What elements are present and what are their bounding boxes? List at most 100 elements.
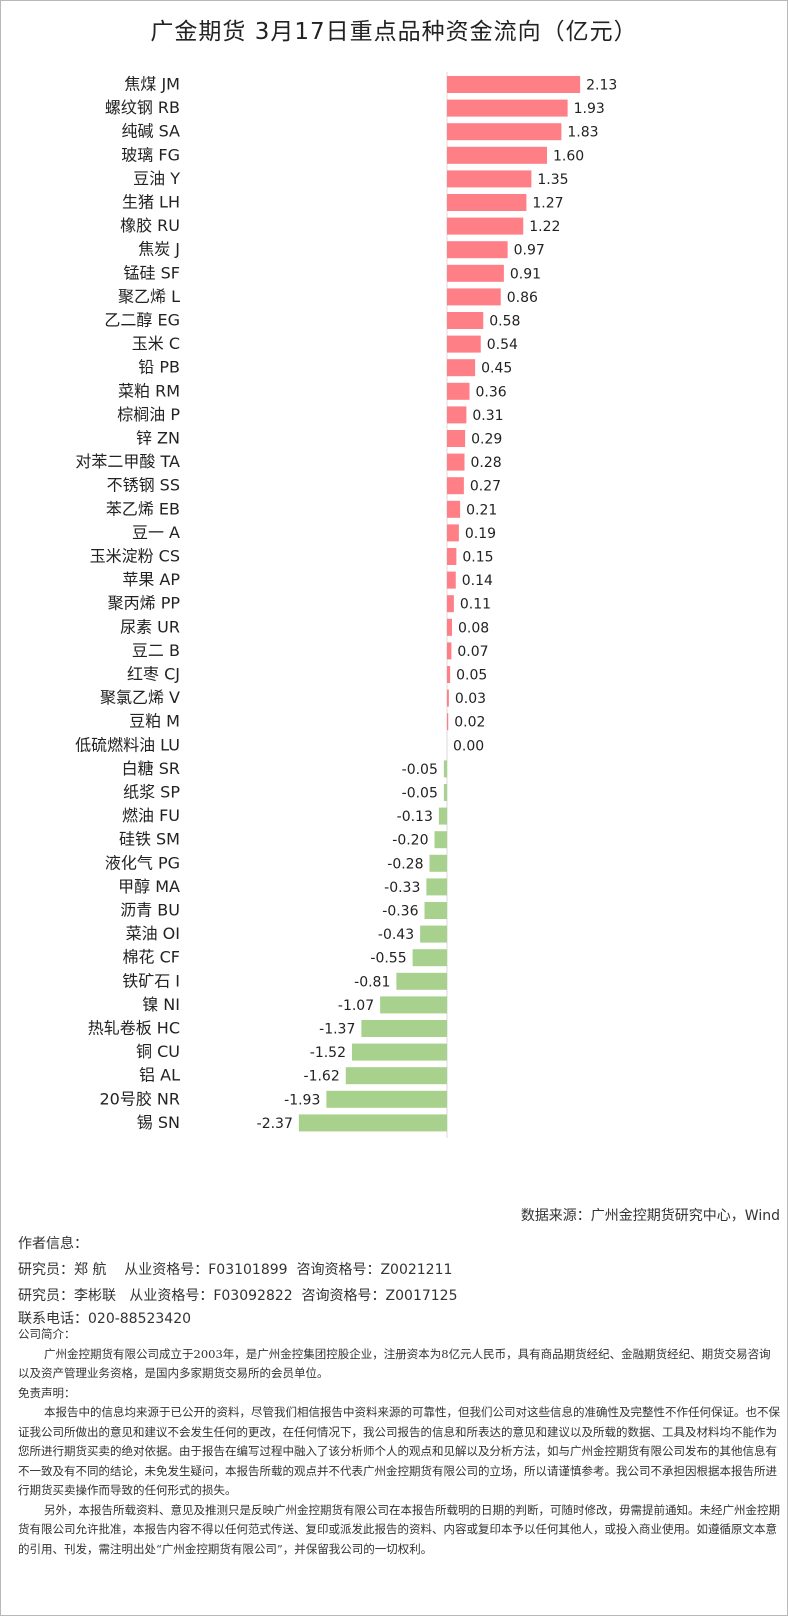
- value-label: -0.13: [397, 809, 433, 825]
- bar: [412, 949, 447, 967]
- value-label: -0.05: [402, 786, 438, 802]
- bar: [447, 595, 454, 613]
- bar: [447, 264, 504, 282]
- bar: [447, 524, 459, 542]
- bar: [420, 925, 447, 943]
- category-label: 液化气 PG: [105, 853, 180, 872]
- bar: [447, 713, 449, 731]
- data-source: 数据来源：广州金控期货研究中心，Wind: [520, 1208, 780, 1224]
- category-label: 铅 PB: [138, 358, 180, 377]
- value-label: -0.43: [378, 927, 414, 943]
- category-label: 铜 CU: [136, 1042, 180, 1061]
- category-label: 聚氯乙烯 V: [100, 688, 180, 707]
- value-label: 1.27: [532, 196, 563, 212]
- category-label: 对苯二甲酸 TA: [75, 452, 180, 471]
- bar: [447, 500, 461, 518]
- category-label: 纸浆 SP: [123, 783, 180, 802]
- bar: [447, 571, 456, 589]
- category-label: 生猪 LH: [122, 193, 180, 212]
- category-label: 不锈钢 SS: [107, 476, 180, 495]
- category-label: 聚乙烯 L: [118, 287, 180, 306]
- category-label: 低硫燃料油 LU: [75, 735, 180, 754]
- value-label: -0.55: [370, 951, 406, 967]
- category-label: 橡胶 RU: [120, 216, 180, 235]
- value-label: 0.54: [487, 337, 518, 353]
- value-label: 1.22: [529, 219, 560, 235]
- category-label: 沥青 BU: [120, 901, 180, 920]
- value-label: 0.08: [458, 620, 489, 636]
- value-label: 0.11: [460, 597, 491, 613]
- bar: [429, 854, 447, 872]
- category-label: 尿素 UR: [120, 617, 180, 636]
- category-label: 苯乙烯 EB: [106, 499, 180, 518]
- category-label: 棉花 CF: [123, 948, 180, 967]
- value-label: 0.91: [510, 266, 541, 282]
- value-label: 1.35: [537, 172, 568, 188]
- category-label: 玉米淀粉 CS: [90, 547, 180, 566]
- value-label: 0.31: [472, 408, 503, 424]
- bar: [447, 430, 466, 447]
- category-label: 焦炭 J: [138, 240, 180, 259]
- category-label: 燃油 FU: [122, 806, 180, 825]
- disclaimer-section: 公司简介： 广州金控期货有限公司成立于2003年，是广州金控集团控股企业，注册资…: [18, 1325, 780, 1559]
- category-label: 聚丙烯 PP: [108, 594, 181, 613]
- bar: [447, 288, 501, 306]
- category-label: 白糖 SR: [122, 759, 180, 778]
- value-label: 0.05: [456, 668, 487, 684]
- category-label: 纯碱 SA: [122, 122, 181, 141]
- bar: [447, 382, 470, 400]
- value-label: 1.93: [574, 101, 605, 117]
- value-label: -0.20: [392, 833, 428, 849]
- bar: [447, 689, 449, 707]
- category-label: 锌 ZN: [136, 429, 180, 448]
- bar: [447, 170, 532, 188]
- category-label: 豆油 Y: [133, 169, 180, 188]
- value-label: 0.28: [471, 455, 502, 471]
- bar: [434, 831, 447, 849]
- category-label: 锰硅 SF: [124, 263, 180, 282]
- value-label: 1.60: [553, 148, 584, 164]
- value-label: 0.86: [507, 290, 538, 306]
- analyst-line-1: 研究员：郑 航 从业资格号：F03101899 咨询资格号：Z0021211: [18, 1262, 453, 1278]
- bar: [326, 1090, 447, 1108]
- bar: [426, 878, 447, 896]
- category-label: 乙二醇 EG: [104, 311, 180, 330]
- statement-text-2: 另外，本报告所载资料、意见及推测只是反映广州金控期货有限公司在本报告所载明的日期…: [18, 1502, 780, 1556]
- bar: [361, 1020, 447, 1037]
- bar: [396, 972, 447, 990]
- value-label: -1.62: [304, 1069, 340, 1085]
- statement-text-1: 本报告中的信息均来源于已公开的资料，尽管我们相信报告中资料来源的可靠性，但我们公…: [18, 1405, 780, 1497]
- category-label: 镍 NI: [142, 995, 180, 1014]
- value-label: 0.21: [466, 502, 497, 518]
- value-label: -2.37: [257, 1116, 293, 1132]
- bar: [298, 1114, 447, 1132]
- bar: [352, 1043, 447, 1061]
- category-label: 豆一 A: [132, 523, 180, 542]
- category-label: 焦煤 JM: [124, 75, 180, 94]
- value-label: -0.33: [384, 880, 420, 896]
- bar: [380, 996, 447, 1014]
- bar: [447, 335, 481, 353]
- contact-phone: 联系电话：020-88523420: [18, 1311, 192, 1327]
- value-label: 0.58: [489, 314, 520, 330]
- value-label: 0.27: [470, 479, 501, 495]
- category-label: 20号胶 NR: [99, 1089, 180, 1108]
- value-label: -1.07: [338, 998, 374, 1014]
- bar: [438, 807, 447, 825]
- value-label: 0.07: [457, 644, 488, 660]
- value-label: -0.28: [387, 856, 423, 872]
- value-label: 0.29: [471, 432, 502, 448]
- category-label: 豆二 B: [132, 641, 180, 660]
- analyst-line-2: 研究员：李彬联 从业资格号：F03092822 咨询资格号：Z0017125: [18, 1288, 458, 1304]
- value-label: -0.05: [402, 762, 438, 778]
- value-label: 0.15: [462, 550, 493, 566]
- category-label: 螺纹钢 RB: [105, 98, 180, 117]
- category-label: 棕榈油 P: [117, 405, 180, 424]
- value-label: -1.52: [310, 1045, 346, 1061]
- bar: [447, 359, 476, 377]
- value-label: 0.03: [455, 691, 486, 707]
- bar: [447, 123, 562, 141]
- value-label: 0.36: [476, 384, 507, 400]
- bar: [447, 76, 581, 93]
- value-label: 0.00: [453, 738, 484, 754]
